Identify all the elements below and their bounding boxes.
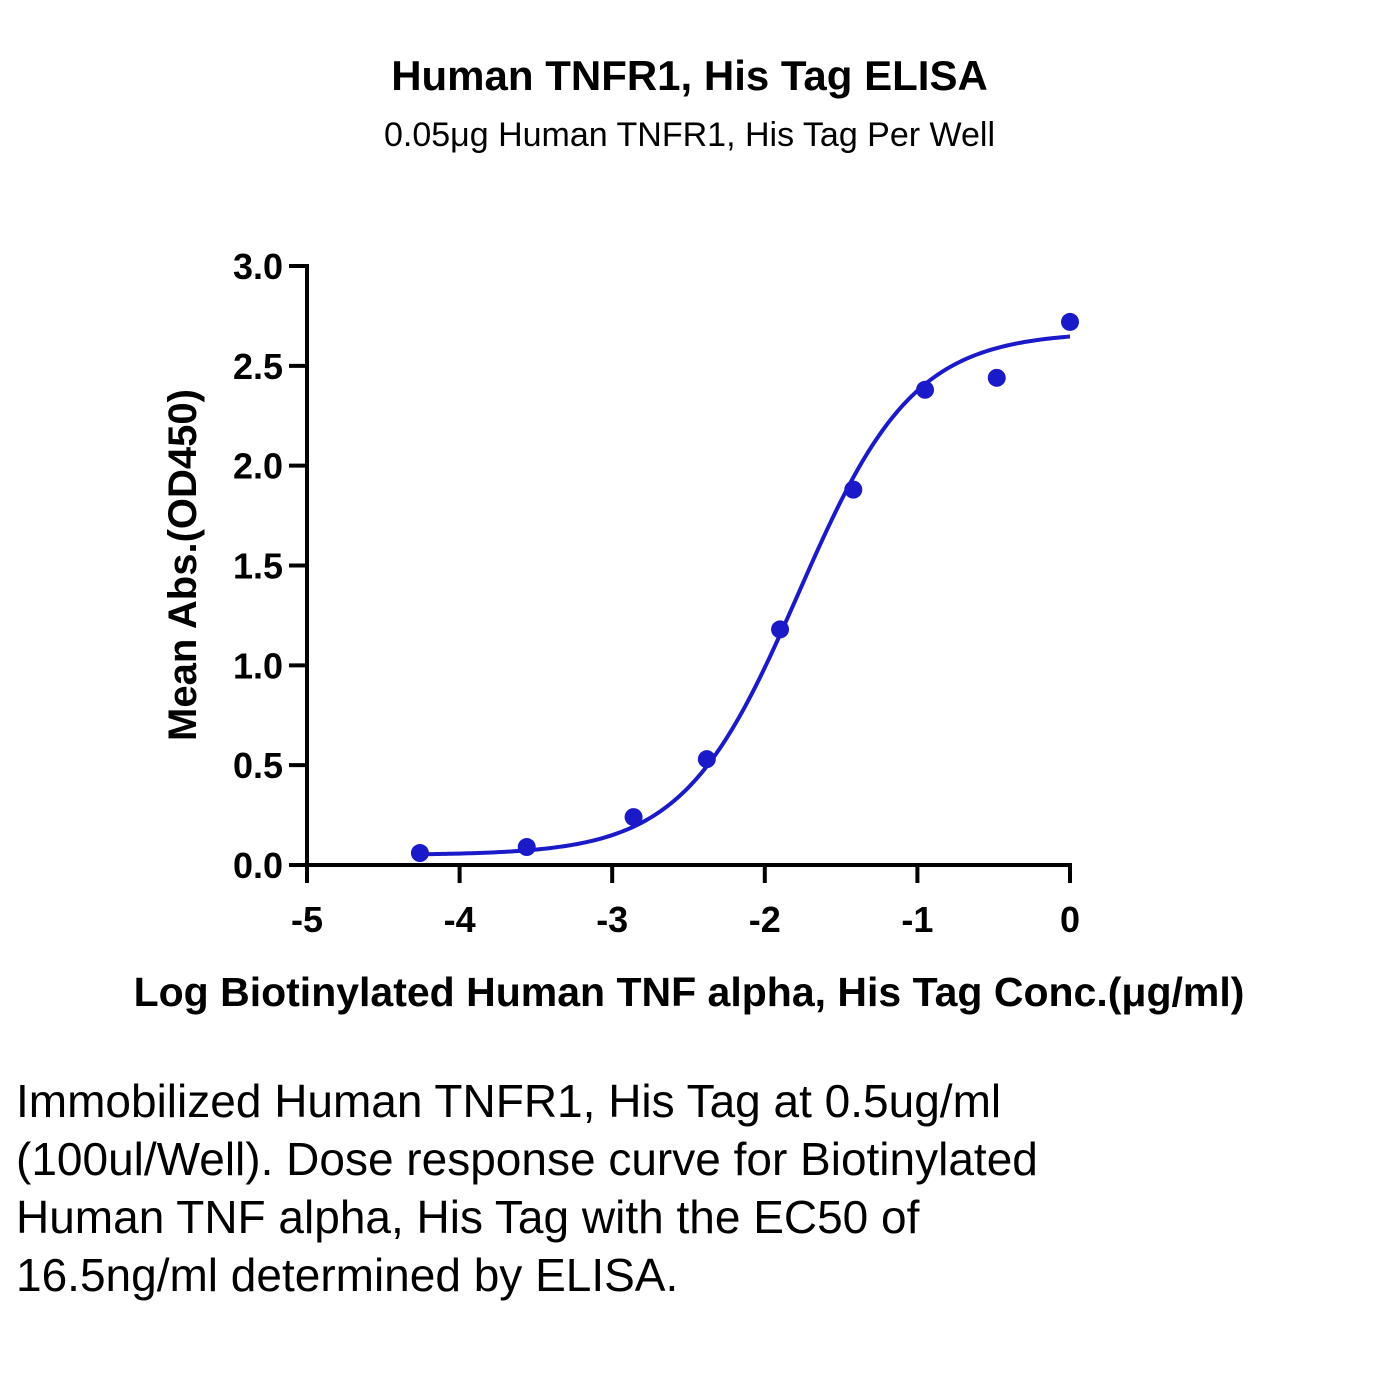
data-point — [916, 380, 935, 399]
data-point — [1061, 312, 1079, 331]
figure-caption: Immobilized Human TNFR1, His Tag at 0.5u… — [16, 1075, 1038, 1301]
y-tick-label: 2.0 — [233, 446, 283, 487]
y-axis-label: Mean Abs.(OD450) — [161, 389, 205, 741]
data-point — [844, 480, 863, 499]
x-tick-label: -5 — [291, 899, 323, 940]
data-point — [697, 750, 716, 769]
tick-group: 0.0 0.5 1.0 1.5 2.0 2.5 3.0 -5 -4 -3 -2 -1 0 — [233, 246, 1080, 940]
data-point — [771, 620, 790, 639]
x-tick-label: 0 — [1060, 899, 1080, 940]
data-point — [410, 844, 429, 863]
chart-title: Human TNFR1, His Tag ELISA — [391, 52, 988, 99]
data-point — [624, 808, 643, 827]
fit-curve — [419, 334, 1071, 857]
fit-curve-layer — [419, 334, 1071, 857]
data-points-layer — [410, 312, 1079, 863]
y-tick-label: 1.0 — [233, 645, 283, 686]
axes — [305, 264, 1072, 867]
data-point — [517, 838, 536, 857]
y-tick-label: 2.5 — [233, 346, 283, 387]
y-tick-label: 3.0 — [233, 246, 283, 287]
y-tick-label: 1.5 — [233, 546, 283, 587]
x-tick-label: -1 — [901, 899, 933, 940]
x-axis-label: Log Biotinylated Human TNF alpha, His Ta… — [134, 969, 1245, 1015]
chart-subtitle: 0.05μg Human TNFR1, His Tag Per Well — [383, 116, 996, 154]
y-tick-label: 0.0 — [233, 845, 283, 886]
x-tick-label: -2 — [749, 899, 781, 940]
x-tick-label: -4 — [444, 899, 476, 940]
x-tick-label: -3 — [596, 899, 628, 940]
data-point — [987, 368, 1006, 387]
y-tick-label: 0.5 — [233, 745, 283, 786]
